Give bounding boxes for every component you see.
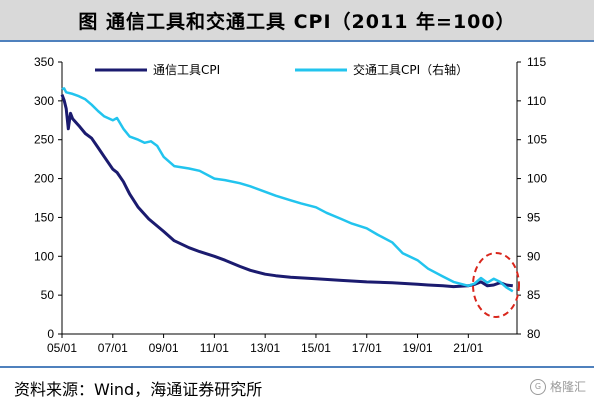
- x-tick-label: 13/01: [250, 341, 280, 355]
- left-axis-ticks: 0 50 100 150 200 250 300 350: [34, 55, 62, 341]
- x-tick-label: 15/01: [301, 341, 331, 355]
- left-tick-label: 250: [34, 133, 54, 147]
- right-tick-label: 80: [527, 327, 541, 341]
- legend: 通信工具CPI 交通工具CPI（右轴）: [95, 62, 468, 77]
- right-tick-label: 115: [527, 55, 546, 69]
- x-tick-label: 17/01: [352, 341, 382, 355]
- legend-label-transport: 交通工具CPI（右轴）: [353, 62, 468, 77]
- plot-frame: [61, 62, 518, 335]
- right-axis-ticks: 80 85 90 95 100 105 110 115: [517, 55, 547, 341]
- left-tick-label: 0: [47, 327, 54, 341]
- x-tick-label: 05/01: [47, 341, 77, 355]
- legend-label-telecom: 通信工具CPI: [153, 63, 220, 77]
- x-tick-label: 07/01: [98, 341, 128, 355]
- x-tick-label: 21/01: [453, 341, 483, 355]
- left-tick-label: 300: [34, 94, 54, 108]
- right-tick-label: 110: [527, 94, 546, 108]
- x-axis-ticks: 05/01 07/01 09/01 11/01 13/01 15/01 17/01 19/01…: [47, 334, 484, 355]
- watermark-text: 格隆汇: [549, 380, 586, 394]
- left-tick-label: 100: [34, 249, 54, 263]
- series-lines: [60, 87, 514, 293]
- left-tick-label: 350: [34, 55, 54, 69]
- x-tick-label: 19/01: [403, 341, 433, 355]
- title-bar: 图 通信工具和交通工具 CPI（2011 年=100）: [0, 0, 594, 42]
- chart: 0 50 100 150 200 250 300 350 80 85 90 95 100 105 110 1…: [34, 55, 547, 355]
- left-tick-label: 200: [34, 172, 54, 186]
- left-tick-label: 150: [34, 210, 54, 224]
- right-tick-label: 90: [527, 249, 541, 263]
- highlight-ellipse: [472, 252, 520, 318]
- series-line-transport: [61, 87, 514, 293]
- x-tick-label: 09/01: [149, 341, 179, 355]
- right-tick-label: 85: [527, 288, 541, 302]
- source-bar: 资料来源：Wind，海通证券研究所 G 格隆汇: [0, 366, 594, 404]
- left-tick-label: 50: [41, 288, 55, 302]
- x-tick-label: 11/01: [200, 341, 229, 355]
- chart-title: 图 通信工具和交通工具 CPI（2011 年=100）: [78, 11, 516, 33]
- right-tick-label: 105: [527, 133, 547, 147]
- right-tick-label: 95: [527, 210, 541, 224]
- source-note: 资料来源：Wind，海通证券研究所: [14, 380, 263, 399]
- right-tick-label: 100: [527, 172, 547, 186]
- watermark: G 格隆汇: [529, 378, 586, 395]
- watermark-logo-icon: G: [529, 378, 546, 395]
- series-line-telecom: [60, 94, 513, 289]
